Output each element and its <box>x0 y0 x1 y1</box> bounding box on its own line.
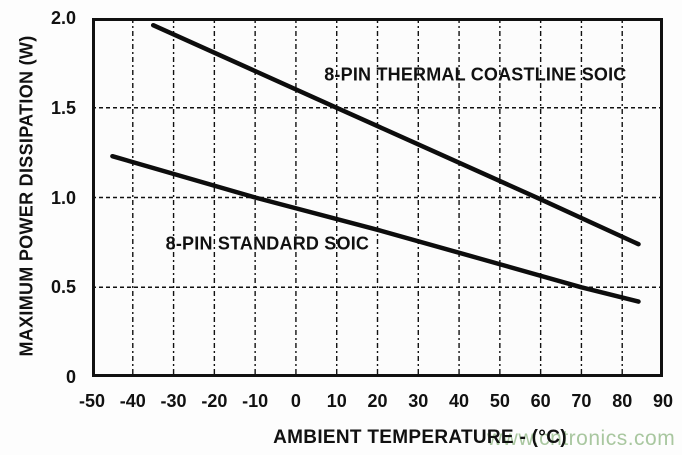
x-tick-label: -10 <box>242 391 269 411</box>
x-tick-label: 70 <box>571 391 592 411</box>
x-tick-label: 90 <box>652 391 674 411</box>
y-tick-label: 2.0 <box>50 8 76 28</box>
y-tick-label: 0.5 <box>50 277 76 298</box>
x-tick-label: 20 <box>367 391 388 411</box>
watermark: www.cntronics.com <box>487 427 676 450</box>
x-tick-label: -30 <box>160 391 187 411</box>
series-line-1 <box>110 153 641 304</box>
x-tick-label: 80 <box>612 391 633 411</box>
x-tick-label: -50 <box>78 391 106 411</box>
y-tick-label: 0 <box>65 367 76 387</box>
x-tick-label: -40 <box>119 391 146 411</box>
x-tick-label: 60 <box>530 391 551 411</box>
x-tick-label: 0 <box>290 391 301 411</box>
x-tick-label: 50 <box>489 391 510 411</box>
series-label-1: 8-PIN STANDARD SOIC <box>165 233 370 254</box>
series-label-0: 8-PIN THERMAL COASTLINE SOIC <box>324 64 627 85</box>
y-tick-label: 1.5 <box>50 97 76 118</box>
x-axis-title: AMBIENT TEMPERATURE - (°C) <box>273 427 567 448</box>
y-tick-label: 1.0 <box>50 187 76 208</box>
series-line-0 <box>150 22 641 247</box>
x-tick-label: 30 <box>408 391 429 411</box>
x-tick-label: -20 <box>201 391 228 411</box>
x-tick-label: 10 <box>326 391 347 411</box>
plot-border <box>92 18 663 377</box>
x-tick-label: 40 <box>449 391 470 411</box>
plot-area <box>92 18 663 377</box>
